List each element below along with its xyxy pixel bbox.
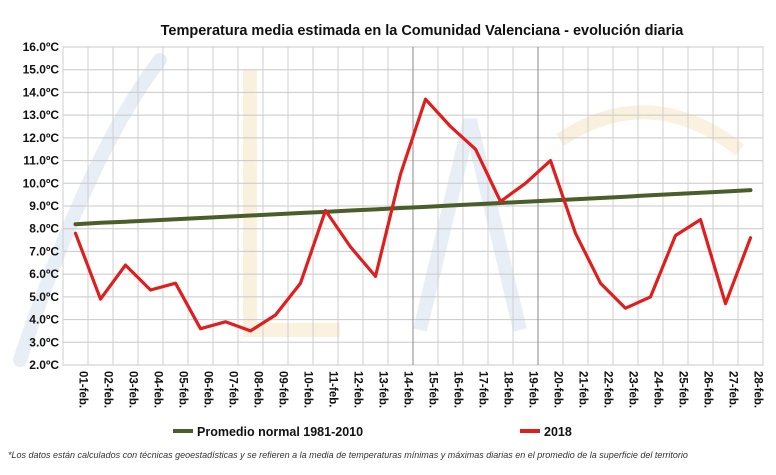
- x-tick-label: 18-feb.: [502, 371, 514, 408]
- y-tick-label: 7.0ºC: [29, 244, 59, 258]
- chart-title: Temperatura media estimada en la Comunid…: [161, 23, 685, 39]
- x-tick-label: 27-feb.: [727, 371, 739, 408]
- x-tick-label: 28-feb.: [752, 371, 764, 408]
- x-tick-label: 23-feb.: [627, 371, 639, 408]
- y-tick-label: 13.0ºC: [23, 108, 60, 122]
- y-tick-label: 5.0ºC: [29, 290, 59, 304]
- y-tick-label: 12.0ºC: [23, 131, 60, 145]
- legend-item-normal: Promedio normal 1981-2010: [173, 425, 363, 439]
- watermark-logo: [13, 53, 745, 367]
- plot-area: 2.0ºC 3.0ºC 4.0ºC 5.0ºC 6.0ºC 7.0ºC 8.0ºC 9.0ºC…: [23, 40, 764, 408]
- y-tick-label: 2.0ºC: [29, 358, 59, 372]
- chart-footnote: *Los datos están calculados con técnicas…: [8, 450, 688, 460]
- legend-label: Promedio normal 1981-2010: [197, 425, 363, 439]
- y-tick-label: 4.0ºC: [29, 313, 59, 327]
- x-tick-label: 09-feb.: [277, 371, 289, 408]
- x-tick-label: 01-feb.: [77, 371, 89, 408]
- x-tick-label: 20-feb.: [552, 371, 564, 408]
- series-line-normal: [73, 188, 753, 227]
- chart-legend: Promedio normal 1981-2010 2018: [173, 425, 572, 439]
- series-line-2018: [73, 97, 753, 333]
- x-tick-label: 22-feb.: [602, 371, 614, 408]
- y-tick-label: 8.0ºC: [29, 222, 59, 236]
- x-tick-label: 16-feb.: [452, 371, 464, 408]
- x-tick-label: 10-feb.: [302, 371, 314, 408]
- x-tick-label: 11-feb.: [327, 371, 339, 407]
- y-tick-label: 6.0ºC: [29, 267, 59, 281]
- y-tick-label: 10.0ºC: [23, 176, 60, 190]
- legend-label: 2018: [544, 425, 572, 439]
- x-tick-label: 05-feb.: [177, 371, 189, 408]
- x-tick-label: 07-feb.: [227, 371, 239, 408]
- y-tick-label: 16.0ºC: [23, 40, 60, 54]
- x-tick-label: 06-feb.: [202, 371, 214, 408]
- x-tick-label: 14-feb.: [402, 371, 414, 408]
- legend-item-2018: 2018: [520, 425, 572, 439]
- x-tick-label: 12-feb.: [352, 371, 364, 408]
- watermark-stroke: [556, 105, 745, 156]
- y-tick-label: 3.0ºC: [29, 335, 59, 349]
- y-tick-label: 11.0ºC: [23, 154, 59, 168]
- watermark-stroke: [13, 53, 167, 367]
- x-tick-label: 24-feb.: [652, 371, 664, 408]
- y-tick-label: 9.0ºC: [29, 199, 59, 213]
- y-tick-label: 14.0ºC: [23, 85, 60, 99]
- y-tick-label: 15.0ºC: [23, 63, 60, 77]
- x-tick-label: 03-feb.: [127, 371, 139, 408]
- x-tick-label: 02-feb.: [102, 371, 114, 408]
- x-tick-label: 08-feb.: [252, 371, 264, 408]
- watermark-stroke: [413, 118, 527, 332]
- x-tick-label: 13-feb.: [377, 371, 389, 408]
- x-tick-label: 21-feb.: [577, 371, 589, 408]
- x-tick-label: 15-feb.: [427, 371, 439, 408]
- x-tick-label: 04-feb.: [152, 371, 164, 408]
- x-tick-label: 26-feb.: [702, 371, 714, 408]
- x-tick-label: 25-feb.: [677, 371, 689, 408]
- x-tick-label: 17-feb.: [477, 371, 489, 408]
- x-tick-label: 19-feb.: [527, 371, 539, 408]
